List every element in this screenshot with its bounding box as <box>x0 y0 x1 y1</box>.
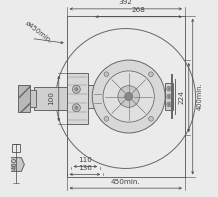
Text: 460: 460 <box>11 157 17 170</box>
Circle shape <box>149 116 153 121</box>
Bar <box>34 87 67 110</box>
Text: 224: 224 <box>179 91 184 104</box>
Circle shape <box>104 116 109 121</box>
Circle shape <box>125 93 133 100</box>
Text: ø450min.: ø450min. <box>24 20 53 45</box>
Bar <box>88 85 101 108</box>
Circle shape <box>75 106 78 109</box>
Text: 110: 110 <box>78 157 92 163</box>
Circle shape <box>149 72 153 77</box>
Circle shape <box>168 103 170 105</box>
Circle shape <box>72 104 80 112</box>
Circle shape <box>167 86 171 91</box>
Circle shape <box>118 86 140 107</box>
Text: 136: 136 <box>78 165 92 171</box>
Circle shape <box>168 96 170 98</box>
Bar <box>165 83 173 110</box>
Circle shape <box>72 85 80 93</box>
Text: 100: 100 <box>48 92 54 105</box>
Bar <box>67 16 185 177</box>
Text: 392: 392 <box>119 0 133 5</box>
Circle shape <box>167 102 171 107</box>
Text: 450min.: 450min. <box>111 179 141 185</box>
Circle shape <box>168 88 170 90</box>
Bar <box>67 73 88 124</box>
Text: 400min.: 400min. <box>197 83 203 110</box>
Circle shape <box>104 72 109 77</box>
Circle shape <box>75 88 78 91</box>
Polygon shape <box>12 158 24 171</box>
Circle shape <box>103 71 154 122</box>
Circle shape <box>167 94 171 99</box>
Circle shape <box>92 60 165 133</box>
Text: 268: 268 <box>132 7 145 13</box>
Bar <box>18 85 30 112</box>
Bar <box>12 144 20 152</box>
Bar <box>28 90 36 107</box>
